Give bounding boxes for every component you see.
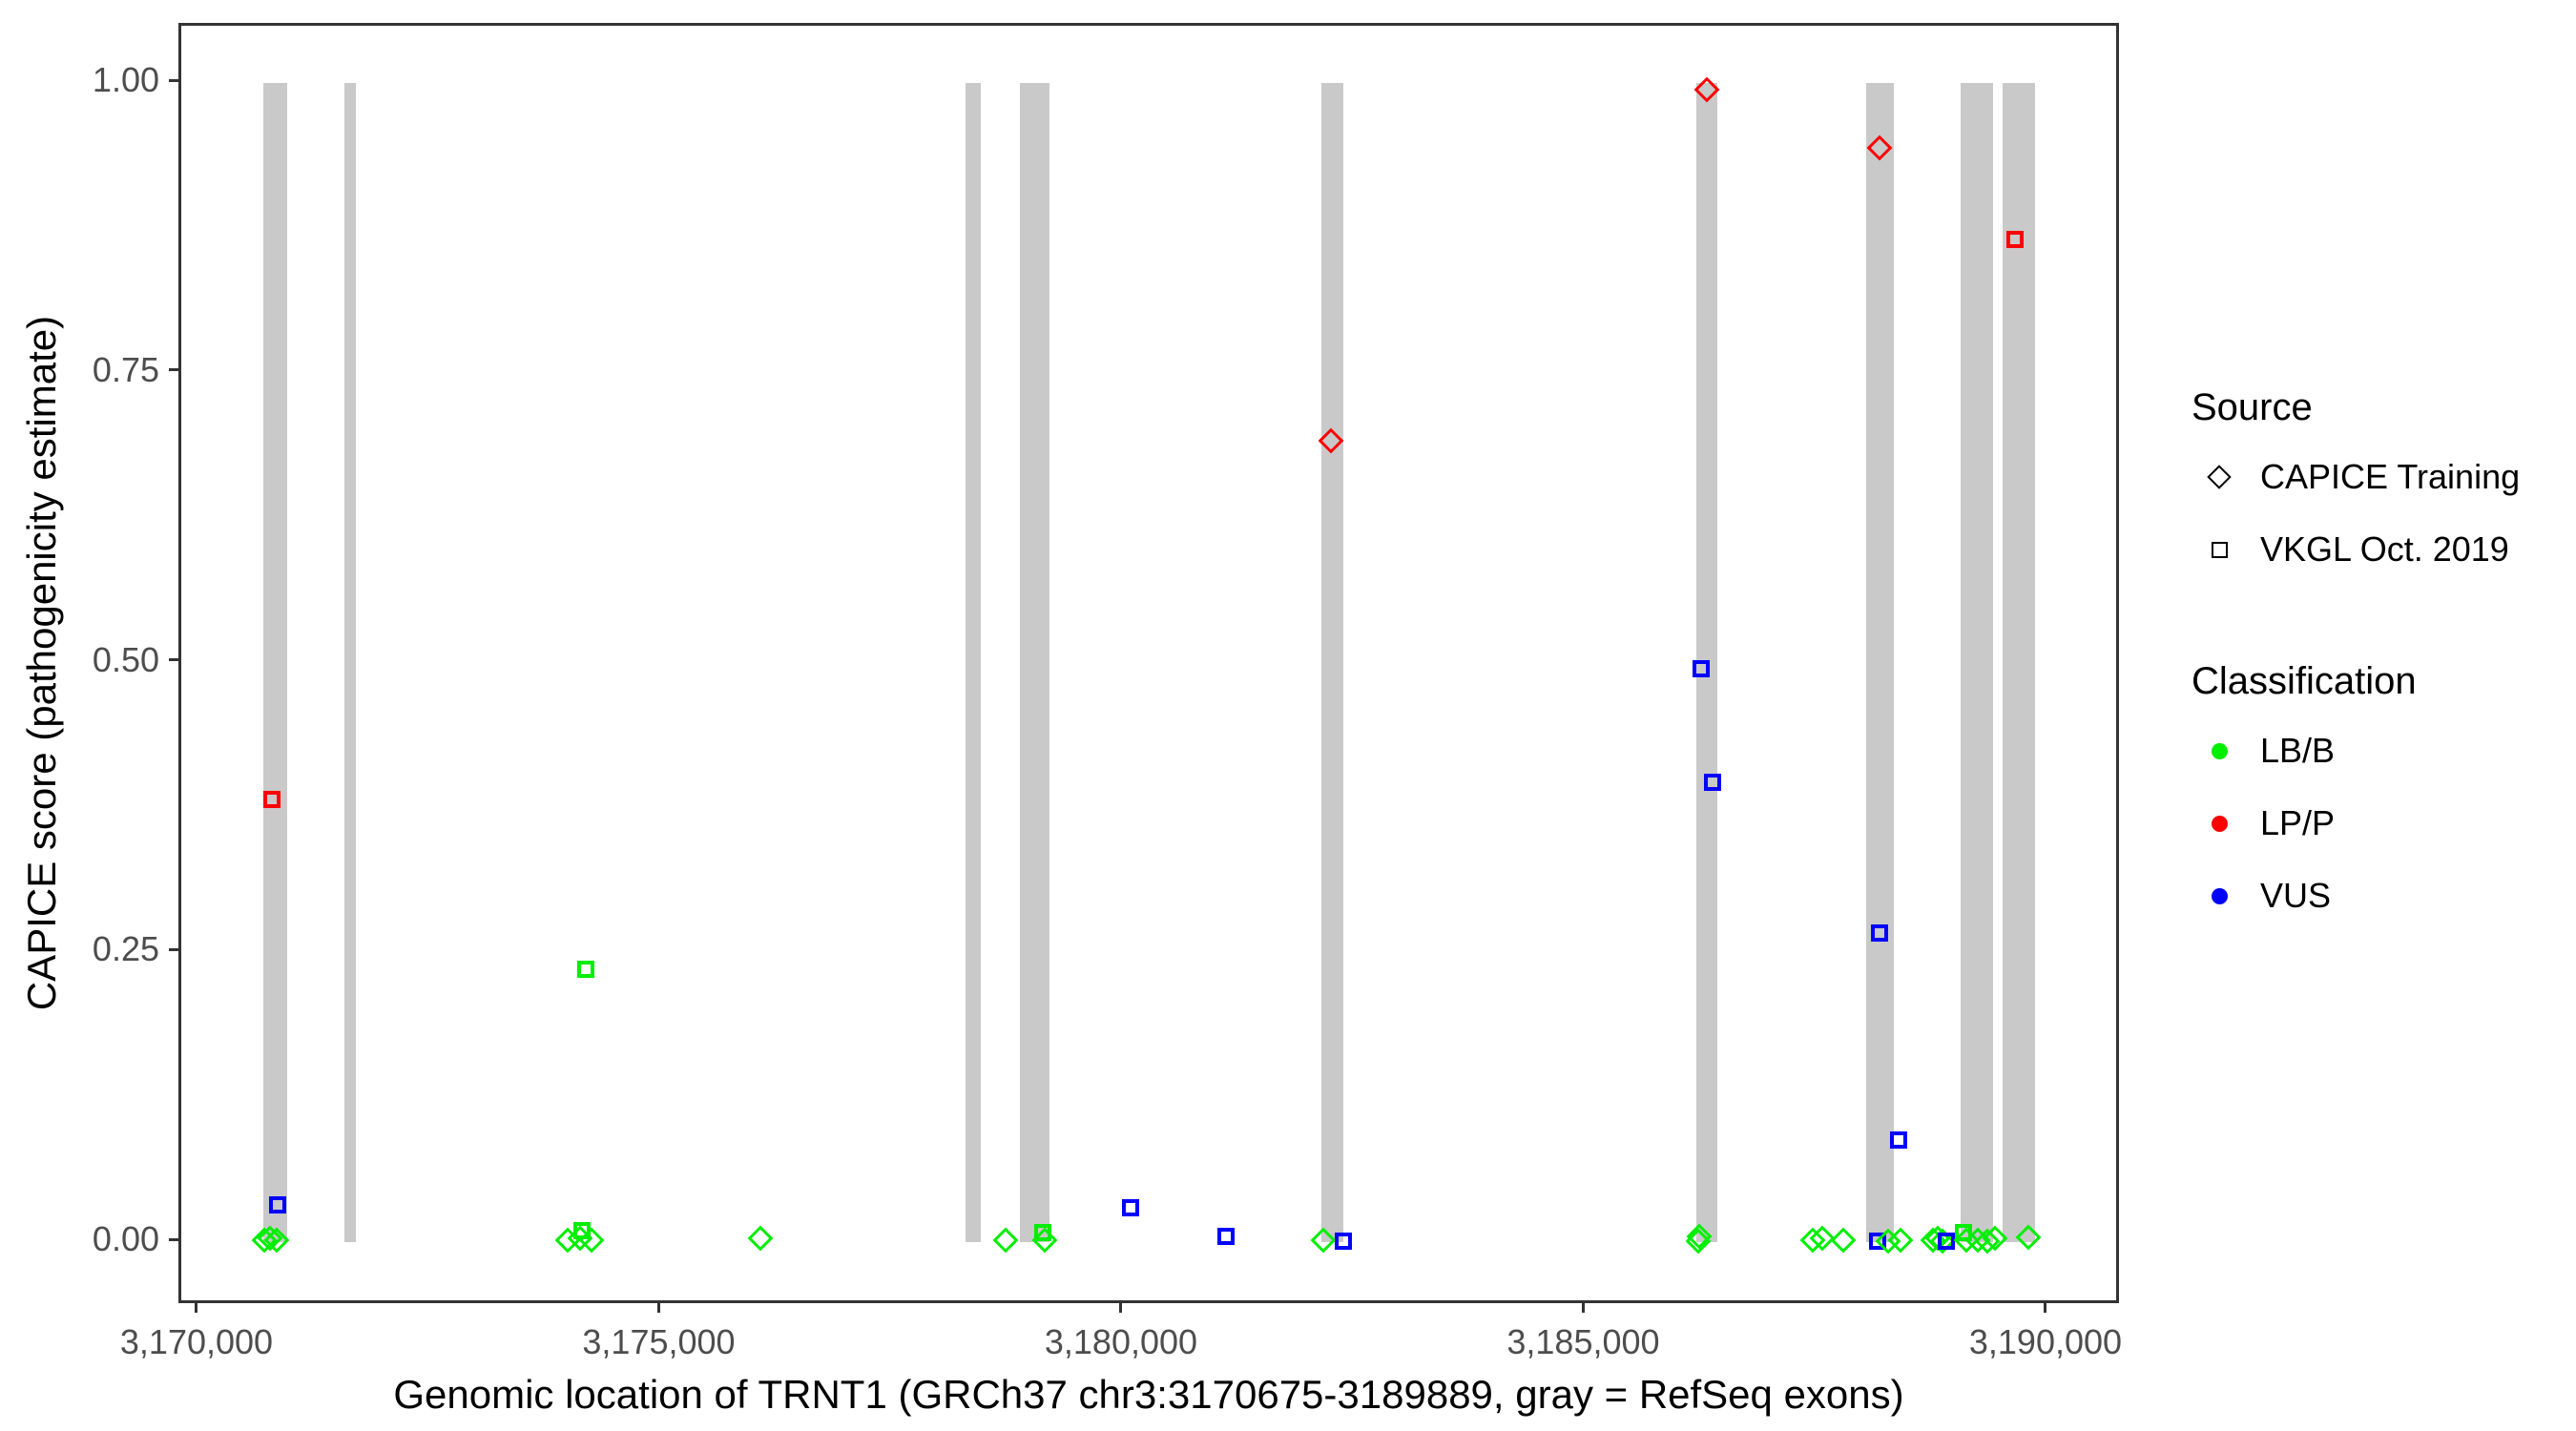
legend-color-dot	[2211, 815, 2228, 832]
x-tick-mark	[1119, 1303, 1123, 1313]
data-point-square	[1938, 1232, 1956, 1250]
data-point-square	[576, 961, 594, 979]
data-point-diamond	[1830, 1227, 1857, 1253]
legend-item: CAPICE Training	[2192, 456, 2573, 498]
legend-color-dot	[2211, 887, 2228, 904]
x-tick-mark	[656, 1303, 660, 1313]
y-tick-mark	[169, 658, 178, 661]
legend-diamond-glyph	[2207, 465, 2232, 489]
legend-item: LB/B	[2192, 730, 2573, 772]
y-tick-mark	[169, 368, 178, 372]
x-tick-mark	[1581, 1303, 1585, 1313]
legend-item: VUS	[2192, 875, 2573, 917]
plot-panel	[178, 23, 2119, 1303]
legend-gap	[2192, 601, 2573, 660]
data-point-square	[268, 1196, 286, 1214]
y-axis-title: CAPICE score (pathogenicity estimate)	[19, 315, 64, 1011]
refseq-exon-bar	[1961, 83, 1993, 1242]
refseq-exon-bar	[1865, 83, 1894, 1242]
color-dot-icon	[2192, 815, 2247, 832]
y-tick-label: 0.75	[92, 349, 159, 389]
legend-source-items: CAPICE Training VKGL Oct. 2019	[2192, 456, 2573, 570]
legend-item: LP/P	[2192, 802, 2573, 844]
data-point-square	[1954, 1224, 1972, 1242]
legend-classification-items: LB/B LP/P VUS	[2192, 730, 2573, 917]
legend-item-label: LP/P	[2260, 803, 2336, 842]
x-tick-mark	[2044, 1303, 2047, 1313]
x-tick-label: 3,185,000	[1506, 1322, 1660, 1361]
x-tick-label: 3,190,000	[1968, 1322, 2123, 1361]
color-dot-icon	[2192, 742, 2247, 759]
data-point-square	[572, 1221, 591, 1239]
data-point-square	[1889, 1131, 1907, 1150]
legend-classification-title: Classification	[2192, 660, 2417, 702]
y-tick-mark	[169, 1237, 178, 1241]
legend-item-label: VKGL Oct. 2019	[2260, 529, 2509, 569]
x-axis-title: Genomic location of TRNT1 (GRCh37 chr3:3…	[393, 1372, 1904, 1417]
data-point-square	[1121, 1198, 1139, 1216]
refseq-exon-bar	[1019, 83, 1049, 1242]
y-tick-mark	[169, 78, 178, 82]
refseq-exon-bar	[2003, 83, 2035, 1242]
data-point-square	[2005, 231, 2024, 249]
square-icon	[2192, 541, 2247, 558]
legend: Source CAPICE Training VKGL Oct. 2019 Cla…	[2192, 386, 2573, 947]
data-point-square	[1693, 659, 1710, 677]
y-tick-label: 1.00	[92, 60, 159, 99]
legend-item-label: VUS	[2260, 876, 2332, 915]
legend-square-glyph	[2211, 541, 2228, 558]
data-point-diamond	[747, 1225, 774, 1252]
data-point-square	[1034, 1224, 1052, 1242]
data-point-square	[1868, 1232, 1886, 1250]
y-tick-label: 0.25	[92, 929, 159, 969]
legend-item: VKGL Oct. 2019	[2192, 529, 2573, 570]
y-tick-mark	[169, 947, 178, 951]
diamond-icon	[2192, 465, 2247, 489]
y-tick-label: 0.50	[92, 639, 159, 679]
color-dot-icon	[2192, 887, 2247, 904]
legend-source-title: Source	[2192, 386, 2313, 428]
x-tick-label: 3,180,000	[1044, 1322, 1198, 1361]
data-point-square	[1704, 773, 1722, 791]
legend-item-label: CAPICE Training	[2260, 457, 2521, 496]
x-tick-label: 3,170,000	[119, 1322, 274, 1361]
data-point-diamond	[992, 1227, 1019, 1253]
legend-item-label: LB/B	[2260, 731, 2336, 770]
data-point-square	[1871, 923, 1889, 942]
refseq-exon-bar	[965, 83, 981, 1242]
y-tick-label: 0.00	[92, 1219, 159, 1258]
x-tick-label: 3,175,000	[582, 1322, 736, 1361]
refseq-exon-bar	[1320, 83, 1343, 1242]
x-tick-mark	[195, 1303, 198, 1313]
refseq-exon-bar	[262, 83, 287, 1242]
data-point-square	[1216, 1227, 1235, 1245]
legend-color-dot	[2211, 742, 2228, 759]
data-point-square	[1335, 1232, 1353, 1250]
data-point-square	[262, 790, 280, 808]
refseq-exon-bar	[343, 83, 356, 1242]
